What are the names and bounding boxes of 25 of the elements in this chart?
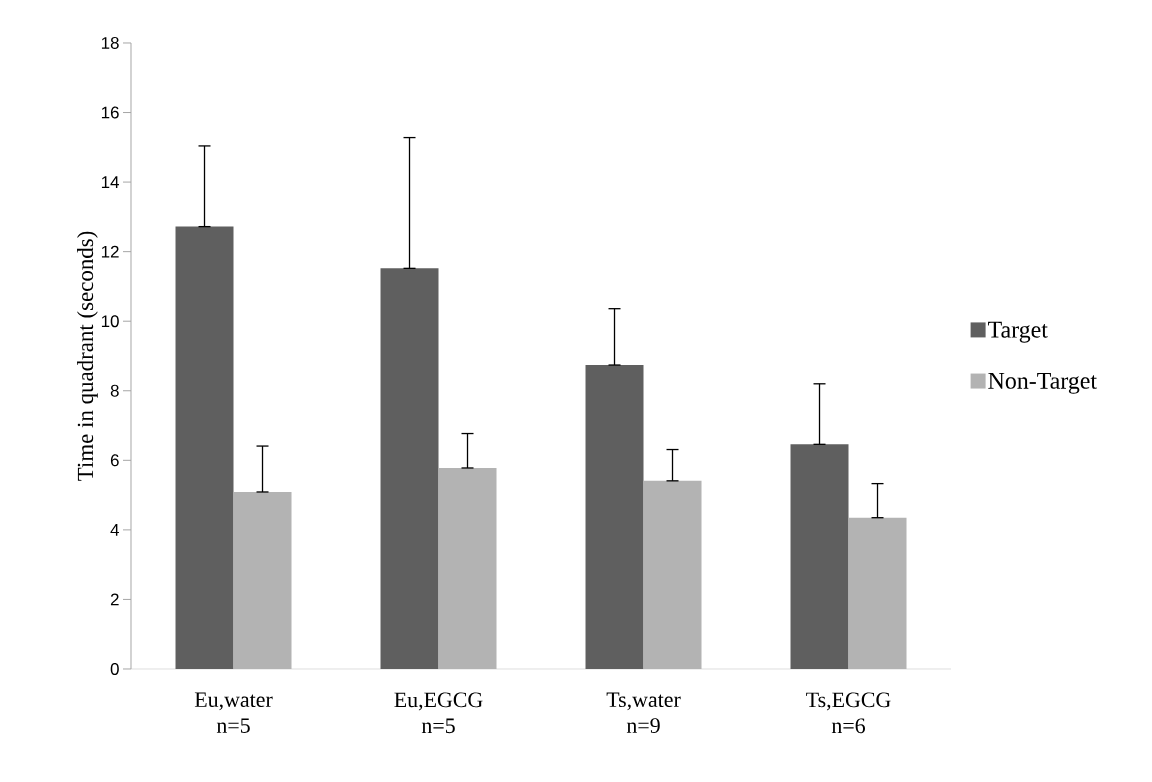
- y-tick-label: 18: [101, 36, 119, 49]
- bar: [790, 444, 849, 669]
- y-axis-title: Time in quadrant (seconds): [77, 231, 98, 481]
- y-tick-label: 2: [110, 593, 119, 606]
- legend-label: Target: [988, 321, 1048, 343]
- bar: [848, 517, 907, 669]
- y-tick-label: 16: [101, 106, 119, 119]
- bar: [380, 268, 439, 669]
- y-tick-label: 12: [101, 245, 119, 258]
- bar: [175, 226, 234, 669]
- x-tick-label: Eu,EGCG n=5: [394, 692, 483, 734]
- y-tick-label: 8: [110, 384, 119, 397]
- legend-label: Non-Target: [988, 372, 1097, 394]
- bar: [585, 365, 644, 669]
- bar: [643, 480, 702, 669]
- y-tick-label: 10: [101, 315, 119, 328]
- y-tick-label: 4: [110, 524, 119, 536]
- x-tick-label: Eu,water n=5: [194, 692, 273, 733]
- y-tick-label: 0: [110, 662, 119, 675]
- x-tick-label: Ts,EGCG n=6: [806, 692, 891, 734]
- x-tick-label: Ts,water n=9: [606, 692, 681, 733]
- y-tick-label: 14: [101, 176, 119, 188]
- bar: [233, 491, 292, 669]
- bar: [438, 467, 497, 669]
- y-tick-label: 6: [110, 454, 119, 467]
